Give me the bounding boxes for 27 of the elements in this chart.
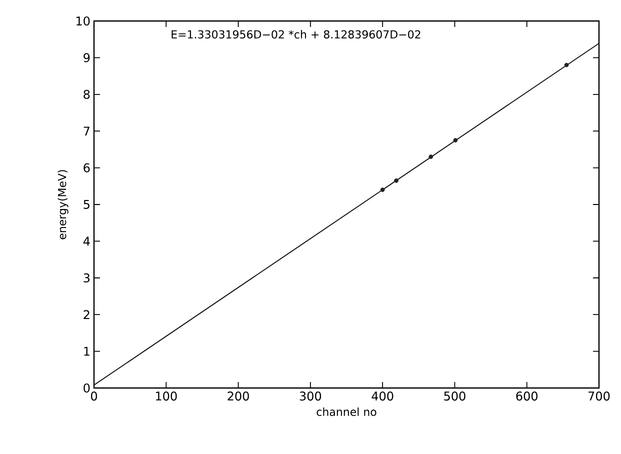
y-axis-title: energy(MeV) [58,170,68,240]
x-tick-label: 500 [444,392,466,401]
annotation: E=1.33031956D−02 *ch + 8.12839607D−02 [172,30,420,39]
y-tick-label: 6 [84,163,90,172]
y-tick-label: 1 [84,346,90,356]
x-tick-label: 400 [372,392,394,401]
point [428,154,434,159]
x-tick-label: 100 [156,392,177,401]
point [564,62,569,68]
y-tick-label: 5 [84,200,90,209]
x-tick-label: 0 [90,392,98,401]
y-tick-label: 10 [76,16,90,26]
point [453,138,458,142]
x-axis-title: channel no [316,407,376,416]
y-tick-label: 0 [84,383,90,393]
y-tick-label: 8 [84,90,90,99]
y-tick-label: 3 [84,273,90,282]
point [380,188,385,192]
y-tick-label: 7 [84,126,90,136]
x-tick-label: 200 [228,392,249,401]
x-tick-label: 700 [588,392,610,401]
x-tick-label: 600 [516,392,538,401]
y-tick-label: 4 [83,236,90,246]
y-tick-label: 2 [84,310,90,320]
x-tick-label: 300 [300,392,322,401]
point [394,178,398,183]
y-tick-label: 9 [84,53,90,62]
